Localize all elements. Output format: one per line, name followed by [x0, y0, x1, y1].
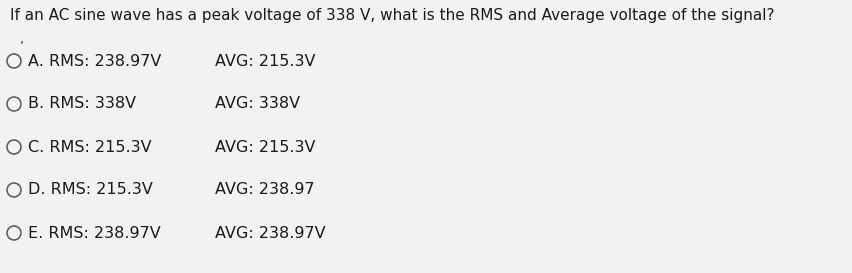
- Text: AVG: 238.97: AVG: 238.97: [215, 182, 314, 197]
- Text: C. RMS: 215.3V: C. RMS: 215.3V: [28, 140, 152, 155]
- Text: AVG: 238.97V: AVG: 238.97V: [215, 225, 325, 241]
- Text: A. RMS: 238.97V: A. RMS: 238.97V: [28, 54, 161, 69]
- Text: B. RMS: 338V: B. RMS: 338V: [28, 96, 136, 111]
- Text: If an AC sine wave has a peak voltage of 338 V, what is the RMS and Average volt: If an AC sine wave has a peak voltage of…: [10, 8, 774, 23]
- Text: D. RMS: 215.3V: D. RMS: 215.3V: [28, 182, 153, 197]
- Text: E. RMS: 238.97V: E. RMS: 238.97V: [28, 225, 160, 241]
- Text: ʼ: ʼ: [20, 40, 24, 53]
- Text: AVG: 338V: AVG: 338V: [215, 96, 300, 111]
- Text: AVG: 215.3V: AVG: 215.3V: [215, 54, 315, 69]
- Text: AVG: 215.3V: AVG: 215.3V: [215, 140, 315, 155]
